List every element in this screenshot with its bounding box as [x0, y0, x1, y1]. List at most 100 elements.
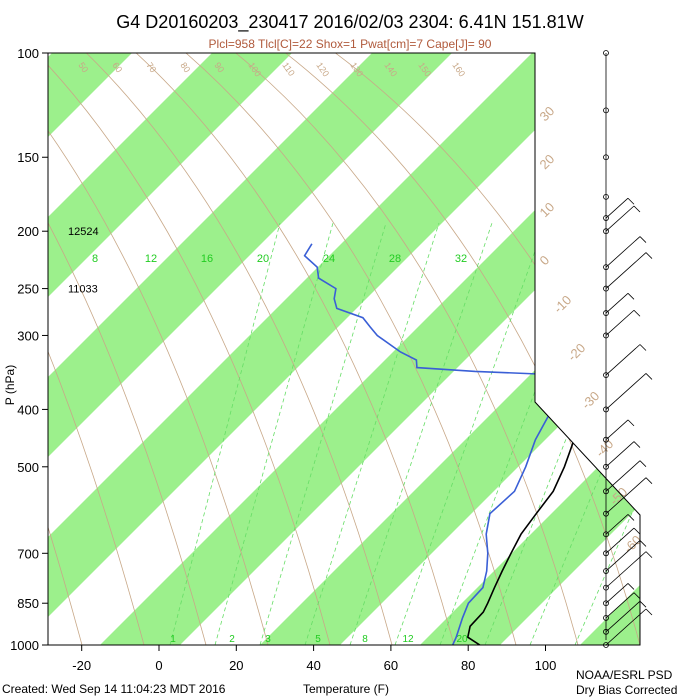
bottom-mixing-label: 2 [229, 634, 235, 645]
bottom-mixing-label: 5 [315, 634, 321, 645]
mixing-ratio-line [304, 222, 440, 645]
mixing-ratio-line [574, 222, 640, 645]
chart-title: G4 D20160203_230417 2016/02/03 2304: 6.4… [116, 12, 584, 32]
y-tick-label: 200 [17, 224, 39, 239]
y-tick-label: 100 [17, 46, 39, 61]
x-tick-label: 60 [384, 658, 398, 673]
wind-station-circle [603, 285, 609, 292]
wind-barb-flag [627, 197, 635, 205]
y-tick-label: 150 [17, 150, 39, 165]
isotherm-label: -20 [565, 340, 589, 364]
wind-barb-flag [639, 236, 647, 243]
dry-adiabat-line [48, 53, 331, 645]
wind-station-circle [603, 584, 609, 591]
mixing-ratio-label: 16 [201, 253, 213, 265]
y-axis-label: P (hPa) [3, 365, 17, 405]
x-tick-label: -20 [72, 658, 91, 673]
dry-adiabat-line [48, 53, 207, 645]
dry-adiabat-line [182, 53, 579, 645]
height-label: 12524 [68, 226, 99, 238]
wind-barb [605, 514, 629, 535]
created-timestamp: Created: Wed Sep 14 11:04:23 MDT 2016 [2, 682, 226, 696]
y-tick-label: 700 [17, 546, 39, 561]
wind-barb [605, 419, 629, 440]
wind-barb [605, 373, 647, 410]
isotherm-band [100, 53, 640, 645]
wind-station-circle [603, 568, 609, 574]
isotherm-label: -60 [621, 532, 645, 556]
dry-adiabat-label: 160 [450, 60, 467, 78]
height-label: 11033 [68, 284, 98, 296]
bottom-mixing-label: 12 [402, 634, 414, 645]
wind-barb [605, 205, 635, 232]
wind-station-circle [603, 372, 609, 378]
wind-barb-flag [645, 373, 653, 380]
dry-adiabat-line [48, 53, 269, 645]
dry-adiabat-line [48, 53, 145, 645]
wind-barb-flag [639, 600, 647, 608]
mixing-ratio-label: 12 [145, 253, 157, 265]
wind-station-circle [603, 215, 609, 221]
credit-noaa: NOAA/ESRL PSD [576, 668, 673, 682]
wind-station-circle [603, 193, 609, 200]
wind-station-circle [603, 154, 609, 161]
mixing-ratio-label: 8 [92, 253, 98, 265]
dry-adiabat-label: 70 [144, 60, 158, 74]
x-tick-label: 80 [461, 658, 475, 673]
wind-barb [605, 592, 635, 619]
isotherm-band [48, 53, 400, 645]
dry-adiabat-label: 60 [110, 60, 124, 74]
wind-barb-flag [639, 460, 647, 467]
wind-barb [605, 236, 641, 268]
isotherm-label: -40 [593, 436, 617, 460]
wind-barb-flag [633, 441, 641, 448]
bottom-mixing-label: 20 [456, 634, 468, 645]
wind-station-circle [603, 463, 609, 470]
wind-station-circle [603, 628, 609, 635]
credit-dry-bias: Dry Bias Corrected [576, 683, 678, 697]
y-tick-label: 300 [17, 328, 39, 343]
wind-barb-flag [645, 608, 653, 616]
mixing-ratio-line [349, 222, 493, 645]
x-tick-label: 20 [229, 658, 243, 673]
dry-adiabat-line [48, 53, 393, 645]
wind-station-circle [603, 531, 609, 538]
wind-station-circle [603, 550, 609, 557]
isotherm-label: 30 [537, 103, 558, 124]
mixing-ratio-line [259, 222, 387, 645]
wind-barb-flag [627, 419, 635, 427]
wind-barb-flag [633, 592, 641, 599]
isotherm-band [48, 53, 640, 645]
wind-station-circle [603, 107, 609, 114]
wind-barb [605, 441, 635, 468]
wind-barb-flag [627, 293, 635, 300]
y-tick-label: 1000 [10, 638, 39, 653]
wind-station-circle [603, 600, 609, 607]
dry-adiabat-label: 50 [76, 60, 90, 74]
x-tick-label: 40 [306, 658, 320, 673]
wind-barb-flag [639, 540, 647, 547]
wind-station-circle [603, 642, 609, 648]
x-tick-label: 100 [535, 658, 557, 673]
wind-station-circle [603, 436, 609, 443]
wind-barb [605, 540, 641, 572]
wind-barb-flag [633, 527, 641, 535]
isotherm-band [260, 53, 640, 645]
wind-barb-flag [645, 252, 653, 259]
mixing-ratio-label: 28 [389, 253, 401, 265]
wind-barb [605, 344, 641, 376]
mixing-ratio-line [394, 222, 546, 645]
wind-barb-flag [627, 514, 635, 521]
dry-adiabat-label: 90 [212, 60, 226, 74]
bottom-mixing-label: 1 [170, 634, 176, 645]
bottom-mixing-label: 8 [362, 634, 368, 645]
wind-barb [605, 551, 647, 588]
y-tick-label: 250 [17, 282, 39, 297]
wind-station-circle [603, 615, 609, 621]
dry-adiabat-label: 120 [314, 60, 331, 78]
wind-barb [605, 583, 629, 604]
wind-barb [605, 252, 647, 289]
dry-adiabat-line [135, 53, 517, 645]
wind-barb [605, 292, 629, 314]
